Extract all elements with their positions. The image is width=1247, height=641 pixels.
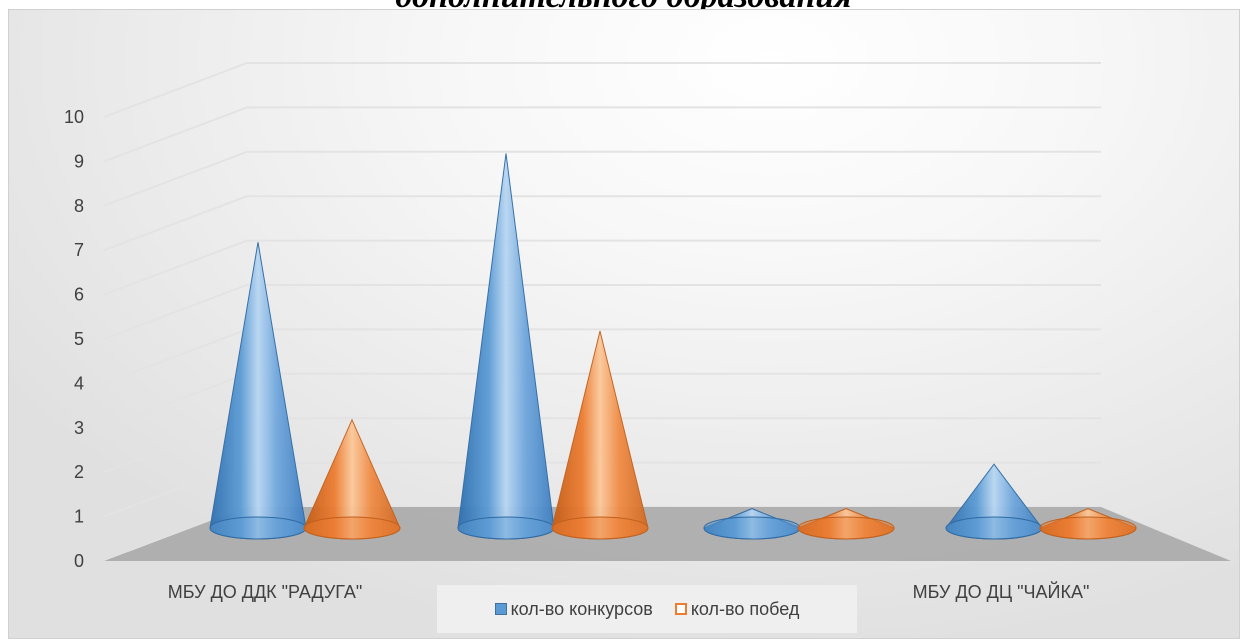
legend-label-konkursy: кол-во конкурсов bbox=[510, 598, 653, 619]
y-tick-label: 6 bbox=[74, 285, 84, 305]
y-axis-ticks: 0 1 2 3 4 5 6 7 8 9 10 bbox=[64, 107, 84, 571]
x-category-label: МБУ ДО ДДК "РАДУГА" bbox=[168, 582, 362, 602]
gridline-wall bbox=[103, 372, 248, 429]
legend-label-pobedy: кол-во побед bbox=[690, 598, 800, 619]
y-tick-label: 9 bbox=[74, 151, 84, 171]
cone-konkursy-2 bbox=[457, 153, 555, 540]
legend-item-konkursy: кол-во конкурсов bbox=[494, 598, 653, 620]
chart-area: 0 1 2 3 4 5 6 7 8 9 10 МБУ ДО ДДК "РАДУГА" МБУ ДО Д… bbox=[8, 9, 1240, 639]
cone-pobedy-4 bbox=[1039, 508, 1137, 540]
cone-pobedy-1 bbox=[303, 418, 401, 540]
gridline-wall bbox=[103, 328, 248, 385]
y-tick-label: 8 bbox=[74, 196, 84, 216]
y-tick-label: 3 bbox=[74, 418, 84, 438]
gridline-wall bbox=[103, 417, 248, 474]
cones bbox=[209, 153, 1137, 540]
gridline-wall bbox=[103, 106, 248, 163]
gridline-wall bbox=[103, 195, 248, 252]
y-tick-label: 2 bbox=[74, 462, 84, 482]
cone-konkursy-4 bbox=[945, 463, 1043, 540]
legend-swatch-orange bbox=[674, 603, 687, 615]
y-tick-label: 10 bbox=[64, 107, 84, 127]
y-tick-label: 1 bbox=[74, 507, 84, 527]
y-tick-label: 0 bbox=[74, 551, 84, 571]
cone-konkursy-1 bbox=[209, 242, 307, 540]
y-tick-label: 7 bbox=[74, 240, 84, 260]
y-tick-label: 5 bbox=[74, 329, 84, 349]
cone-pobedy-3 bbox=[797, 508, 895, 540]
gridline-wall bbox=[103, 62, 248, 118]
legend: кол-во конкурсов кол-во побед bbox=[437, 585, 857, 633]
legend-item-pobedy: кол-во побед bbox=[674, 598, 800, 620]
gridline-wall bbox=[103, 284, 248, 340]
gridline-wall bbox=[103, 239, 248, 296]
gridline-wall bbox=[103, 150, 248, 207]
y-tick-label: 4 bbox=[74, 373, 84, 393]
gridlines bbox=[103, 62, 1101, 562]
cone-pobedy-2 bbox=[551, 330, 649, 540]
legend-swatch-blue bbox=[494, 603, 507, 615]
x-category-label: МБУ ДО ДЦ "ЧАЙКА" bbox=[913, 581, 1090, 602]
cone-konkursy-3 bbox=[703, 508, 801, 540]
cone-chart: 0 1 2 3 4 5 6 7 8 9 10 МБУ ДО ДДК "РАДУГА" МБУ ДО Д… bbox=[64, 62, 1231, 602]
